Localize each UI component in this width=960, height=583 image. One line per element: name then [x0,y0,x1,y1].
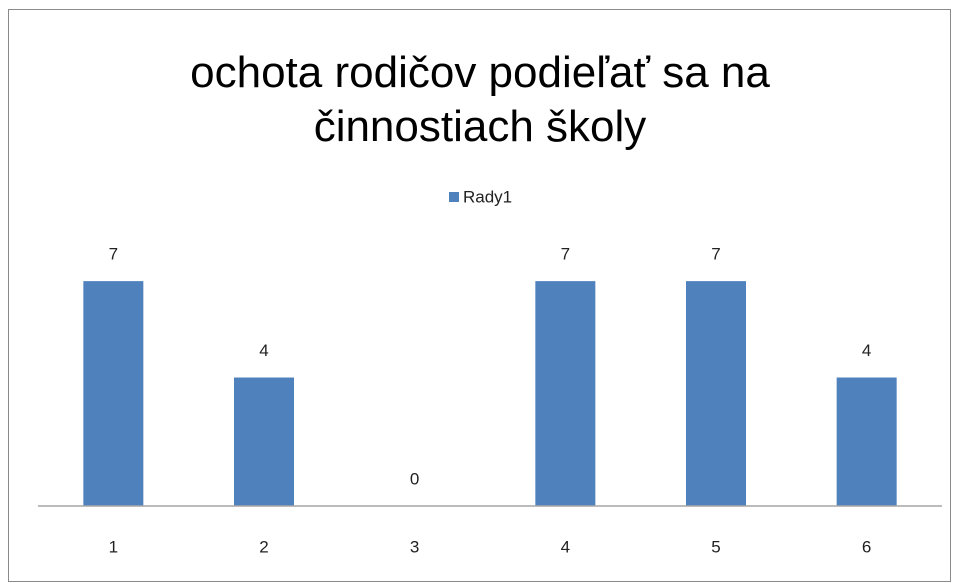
bar [686,281,746,506]
data-label: 4 [862,341,871,360]
data-label: 0 [410,469,419,488]
x-tick-label: 5 [711,537,720,556]
data-label: 7 [109,245,118,264]
chart-title: ochota rodičov podieľať sa na činnostiac… [190,48,770,151]
bar [836,377,897,506]
data-label: 7 [561,245,570,264]
legend-swatch [449,192,459,202]
x-tick-label: 4 [561,537,570,556]
chart-border [8,9,951,582]
legend-label: Rady1 [463,187,512,206]
bar [234,377,294,506]
x-tick-label: 1 [109,537,118,556]
bar [535,281,596,506]
x-tick-label: 6 [862,537,871,556]
data-label: 7 [711,245,720,264]
x-tick-label: 3 [410,537,419,556]
bar [83,281,144,506]
data-label: 4 [259,341,268,360]
x-tick-label: 2 [259,537,268,556]
